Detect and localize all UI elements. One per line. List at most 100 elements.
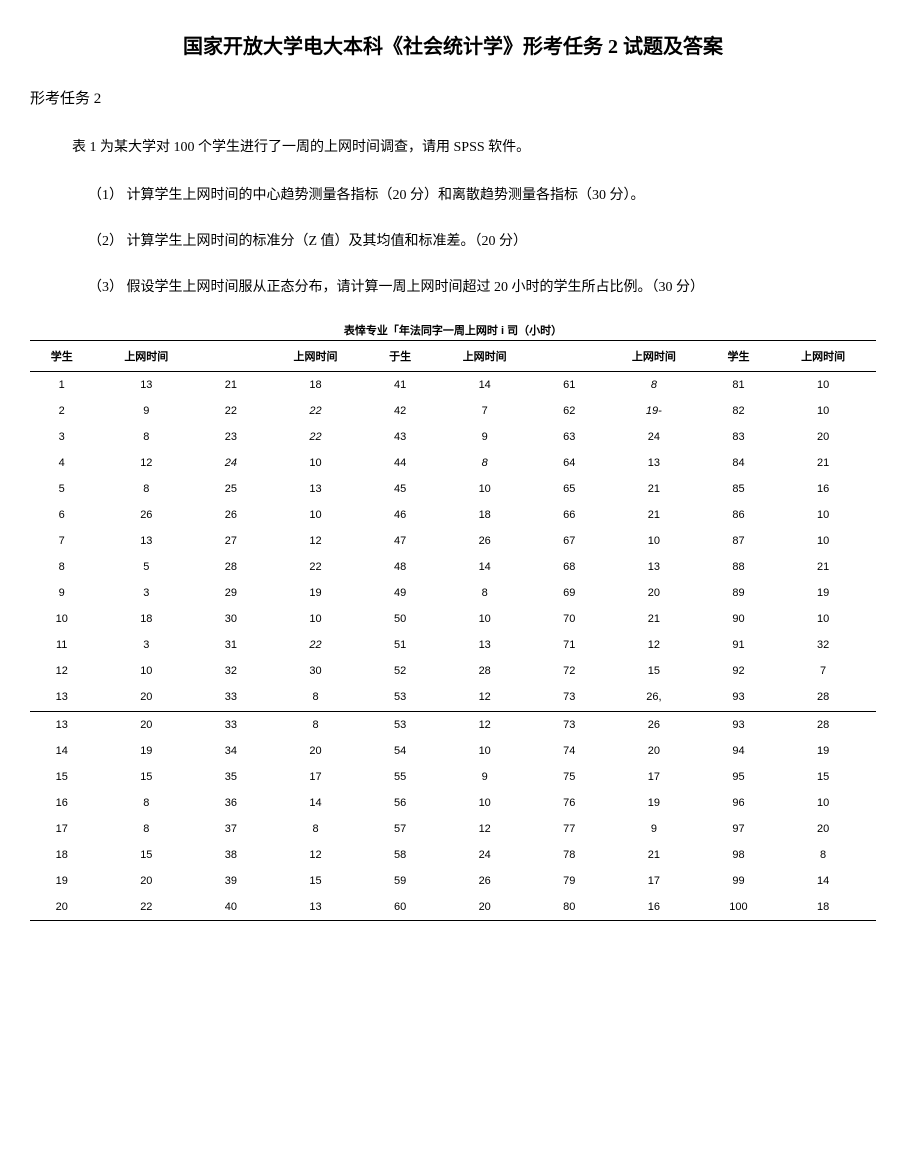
- table-cell: 9: [93, 398, 199, 424]
- table-cell: 69: [538, 580, 601, 606]
- table-row: 1133122511371129132: [30, 632, 876, 658]
- table-cell: 20: [770, 424, 876, 450]
- table-cell: 19: [770, 738, 876, 764]
- table-cell: 74: [538, 738, 601, 764]
- header-time-1: 上网时间: [93, 341, 199, 372]
- table-cell: 4: [30, 450, 93, 476]
- table-cell: 21: [770, 450, 876, 476]
- table-cell: 28: [432, 658, 538, 684]
- table-cell: 10: [263, 450, 369, 476]
- table-cell: 8: [263, 684, 369, 710]
- table-cell: 13: [93, 372, 199, 399]
- table-cell: 10: [770, 502, 876, 528]
- table-cell: 20: [770, 816, 876, 842]
- table-cell: 10: [93, 658, 199, 684]
- table-cell: 83: [707, 424, 770, 450]
- table-cell: 33: [199, 684, 262, 710]
- table-cell: 8: [93, 424, 199, 450]
- table-cell: 18: [770, 894, 876, 920]
- document-subtitle: 形考任务 2: [30, 87, 876, 108]
- table-cell: 26,: [601, 684, 707, 710]
- table-cell: 93: [707, 684, 770, 710]
- table-cell: 39: [199, 868, 262, 894]
- header-student-3: 于生: [368, 341, 431, 372]
- table-cell: 20: [601, 738, 707, 764]
- table-row: 1683614561076199610: [30, 790, 876, 816]
- table-cell: 57: [368, 816, 431, 842]
- table-cell: 42: [368, 398, 431, 424]
- table-cell: 27: [199, 528, 262, 554]
- table-cell: 12: [93, 450, 199, 476]
- table-cell: 8: [601, 372, 707, 399]
- table-cell: 13: [432, 632, 538, 658]
- table-cell: 12: [263, 842, 369, 868]
- table-cell: 28: [770, 684, 876, 710]
- table-cell: 47: [368, 528, 431, 554]
- table-header-row: 学生 上网时间 上网时间 于生 上网时间 上网时间 学生 上网时间: [30, 341, 876, 372]
- table-cell: 20: [93, 684, 199, 710]
- table-cell: 86: [707, 502, 770, 528]
- table-cell: 87: [707, 528, 770, 554]
- table-cell: 33: [199, 711, 262, 738]
- table-cell: 35: [199, 764, 262, 790]
- table-cell: 18: [263, 372, 369, 399]
- table-cell: 45: [368, 476, 431, 502]
- table-cell: 10: [263, 502, 369, 528]
- table-cell: 93: [707, 711, 770, 738]
- table-cell: 13: [30, 711, 93, 738]
- table-cell: 21: [601, 606, 707, 632]
- table-cell: 36: [199, 790, 262, 816]
- table-cell: 97: [707, 816, 770, 842]
- table-cell: 15: [93, 842, 199, 868]
- table-cell: 17: [30, 816, 93, 842]
- table-cell: 21: [601, 502, 707, 528]
- table-cell: 14: [770, 868, 876, 894]
- table-row: 582513451065218516: [30, 476, 876, 502]
- table-cell: 13: [601, 450, 707, 476]
- table-cell: 12: [432, 684, 538, 710]
- table-cell: 19: [93, 738, 199, 764]
- table-cell: 8: [432, 580, 538, 606]
- table-cell: 8: [93, 816, 199, 842]
- table-cell: 62: [538, 398, 601, 424]
- table-cell: 8: [770, 842, 876, 868]
- table-cell: 15: [770, 764, 876, 790]
- table-cell: 19: [601, 790, 707, 816]
- table-cell: 10: [432, 476, 538, 502]
- table-cell: 50: [368, 606, 431, 632]
- table-cell: 100: [707, 894, 770, 920]
- table-cell: 9: [432, 424, 538, 450]
- table-cell: 63: [538, 424, 601, 450]
- table-cell: 58: [368, 842, 431, 868]
- table-cell: 17: [263, 764, 369, 790]
- table-row: 2922224276219-8210: [30, 398, 876, 424]
- table-cell: 72: [538, 658, 601, 684]
- table-cell: 71: [538, 632, 601, 658]
- table-cell: 12: [432, 711, 538, 738]
- table-cell: 5: [93, 554, 199, 580]
- table-cell: 81: [707, 372, 770, 399]
- table-cell: 26: [199, 502, 262, 528]
- table-cell: 3: [30, 424, 93, 450]
- table-row: 14193420541074209419: [30, 738, 876, 764]
- table-cell: 8: [263, 711, 369, 738]
- table-cell: 10: [30, 606, 93, 632]
- table-cell: 95: [707, 764, 770, 790]
- table-cell: 37: [199, 816, 262, 842]
- table-cell: 79: [538, 868, 601, 894]
- table-cell: 22: [263, 398, 369, 424]
- table-cell: 96: [707, 790, 770, 816]
- table-row: 412241044864138421: [30, 450, 876, 476]
- table-cell: 3: [93, 632, 199, 658]
- table-cell: 19: [770, 580, 876, 606]
- table-body-1: 1132118411461881102922224276219-82103823…: [30, 372, 876, 711]
- table-cell: 66: [538, 502, 601, 528]
- table-cell: 18: [93, 606, 199, 632]
- table-cell: 29: [199, 580, 262, 606]
- intro-text: 表 1 为某大学对 100 个学生进行了一周的上网时间调查，请用 SPSS 软件…: [72, 136, 876, 156]
- table-cell: 55: [368, 764, 431, 790]
- table-cell: 19: [30, 868, 93, 894]
- table-cell: 18: [30, 842, 93, 868]
- table-cell: 13: [601, 554, 707, 580]
- table-cell: 9: [601, 816, 707, 842]
